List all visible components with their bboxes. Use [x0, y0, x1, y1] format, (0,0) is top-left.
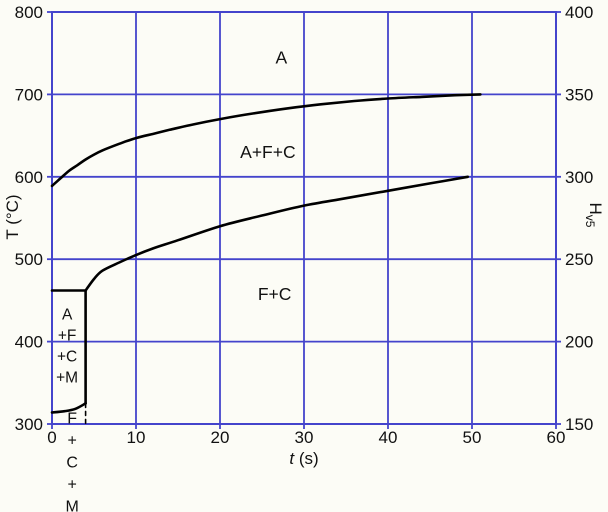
x-tick-label: 0: [47, 428, 56, 447]
hardness-subscript: v5: [582, 214, 597, 228]
y-left-tick-label: 400: [15, 333, 43, 352]
x-tick-label: 10: [127, 428, 146, 447]
martensite-box-bottom-curve: [50, 402, 87, 414]
region-label-afcm-line: +C: [57, 349, 77, 366]
y-left-tick-label: 500: [15, 250, 43, 269]
x-tick-label: 20: [211, 428, 230, 447]
x-tick-label: 40: [379, 428, 398, 447]
x-tick-label: 50: [463, 428, 482, 447]
y-axis-title-left-text: T (°C): [3, 194, 22, 240]
hardness-symbol: H: [586, 202, 606, 215]
region-label-austenite: A: [275, 47, 287, 67]
x-axis-title-unit: (s): [294, 449, 319, 468]
y-left-tick-label: 800: [15, 3, 43, 22]
y-left-tick-label: 600: [15, 168, 43, 187]
region-label-afcm-line: +M: [56, 370, 78, 387]
y-left-tick-label: 300: [15, 415, 43, 434]
y-right-tick-label: 300: [565, 168, 593, 187]
x-tick-label: 30: [295, 428, 314, 447]
region-label-fcm-line: M: [65, 499, 78, 512]
upper-transformation-curve: [50, 93, 482, 188]
martensite-box-outline: [50, 289, 87, 405]
region-label-fcm-line: +: [67, 433, 76, 450]
x-axis-title: t (s): [289, 449, 318, 469]
y-axis-title-right: Hv5: [583, 203, 605, 228]
region-label-fc: F+C: [258, 284, 292, 304]
region-label-afcm-line: +F: [58, 328, 77, 345]
y-right-tick-label: 200: [565, 333, 593, 352]
y-right-tick-label: 250: [565, 250, 593, 269]
region-label-fcm-line: C: [66, 455, 78, 472]
y-right-tick-label: 150: [565, 415, 593, 434]
region-label-afcm-line: A: [62, 307, 73, 324]
region-label-fcm-line: F: [67, 411, 77, 428]
x-tick-label: 60: [547, 428, 566, 447]
y-left-tick-label: 700: [15, 85, 43, 104]
y-axis-title-left: T (°C): [3, 194, 23, 239]
y-right-tick-label: 400: [565, 3, 593, 22]
lower-transformation-curve: [84, 175, 470, 292]
region-label-afc: A+F+C: [240, 142, 295, 162]
x-axis-title-symbol: t: [289, 449, 295, 468]
y-right-tick-label: 350: [565, 85, 593, 104]
region-label-fcm-line: +: [67, 477, 76, 494]
